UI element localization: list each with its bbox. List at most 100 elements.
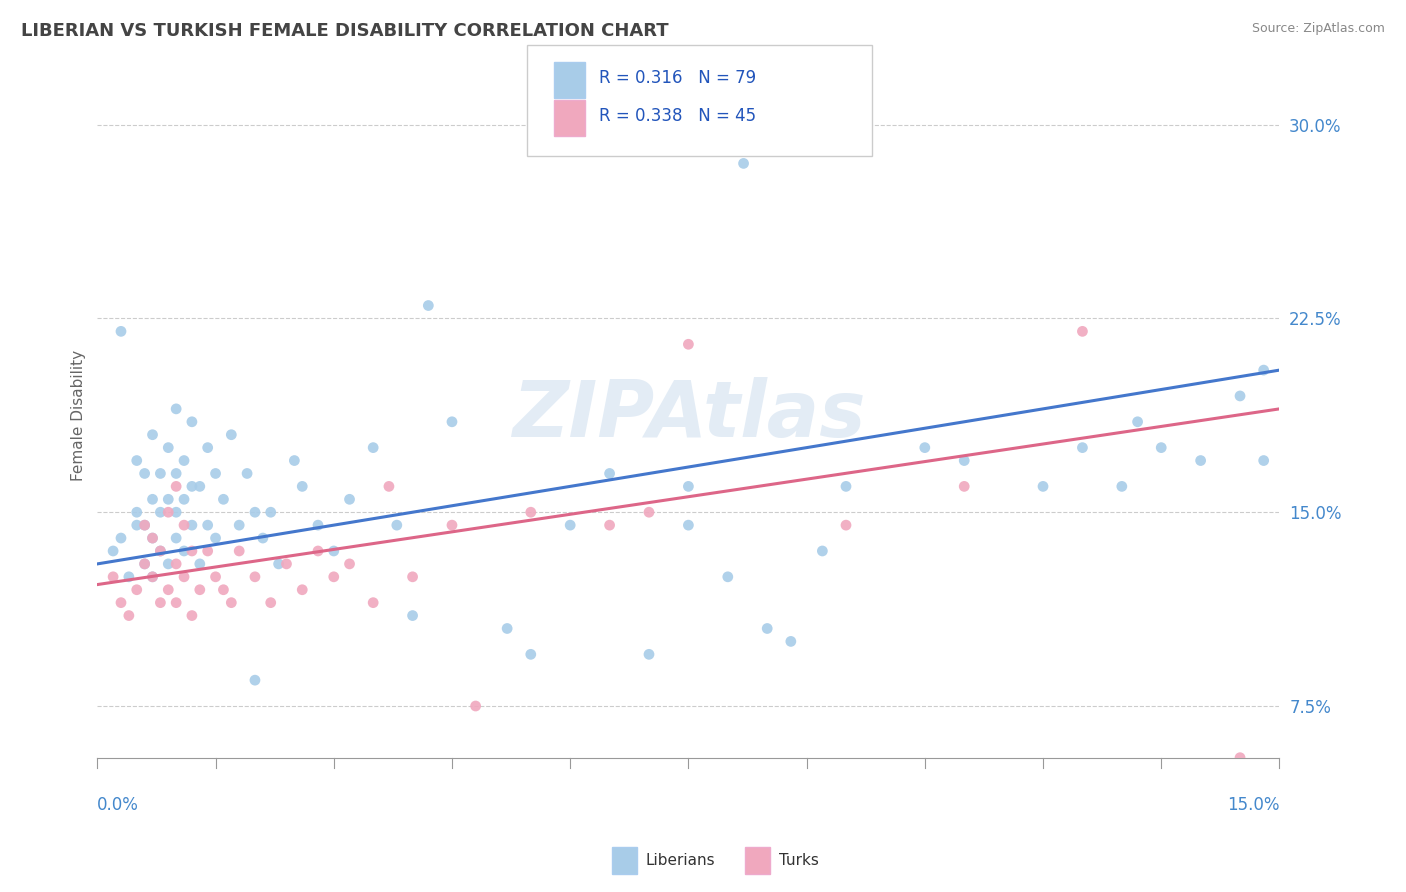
Point: [322, 570, 344, 584]
Point: [165, 505, 187, 519]
Text: 15.0%: 15.0%: [1227, 797, 1279, 814]
Point: [228, 518, 250, 533]
Point: [1150, 441, 1173, 455]
Point: [1032, 479, 1054, 493]
Point: [243, 673, 266, 688]
Point: [141, 427, 163, 442]
Point: [378, 479, 401, 493]
Point: [243, 570, 266, 584]
Point: [157, 441, 180, 455]
Point: [322, 544, 344, 558]
Point: [560, 518, 582, 533]
Point: [212, 582, 235, 597]
Text: 0.0%: 0.0%: [97, 797, 139, 814]
Point: [134, 557, 156, 571]
Point: [221, 596, 243, 610]
Point: [440, 415, 463, 429]
Point: [228, 544, 250, 558]
Point: [1229, 389, 1251, 403]
Point: [118, 608, 141, 623]
Point: [520, 648, 543, 662]
Point: [134, 557, 156, 571]
Text: LIBERIAN VS TURKISH FEMALE DISABILITY CORRELATION CHART: LIBERIAN VS TURKISH FEMALE DISABILITY CO…: [21, 22, 669, 40]
Point: [165, 557, 187, 571]
Point: [149, 544, 172, 558]
Point: [165, 467, 187, 481]
Point: [180, 479, 202, 493]
Point: [835, 518, 858, 533]
Point: [125, 518, 148, 533]
Text: Turks: Turks: [779, 854, 818, 868]
Point: [118, 570, 141, 584]
Point: [165, 531, 187, 545]
Point: [101, 570, 124, 584]
Point: [953, 453, 976, 467]
Point: [1126, 415, 1149, 429]
Point: [188, 582, 211, 597]
Y-axis label: Female Disability: Female Disability: [72, 350, 86, 481]
Point: [110, 596, 132, 610]
Point: [835, 479, 858, 493]
Point: [1229, 750, 1251, 764]
Point: [165, 479, 187, 493]
Point: [188, 557, 211, 571]
Point: [276, 557, 298, 571]
Point: [401, 570, 423, 584]
Point: [283, 453, 305, 467]
Point: [236, 467, 259, 481]
Point: [165, 596, 187, 610]
Point: [756, 622, 779, 636]
Point: [204, 531, 226, 545]
Point: [221, 427, 243, 442]
Point: [678, 479, 700, 493]
Point: [418, 299, 440, 313]
Point: [811, 544, 834, 558]
Point: [157, 492, 180, 507]
Point: [180, 544, 202, 558]
Point: [212, 492, 235, 507]
Text: ZIPAtlas: ZIPAtlas: [512, 377, 865, 453]
Point: [173, 492, 195, 507]
Text: Source: ZipAtlas.com: Source: ZipAtlas.com: [1251, 22, 1385, 36]
Point: [1071, 324, 1094, 338]
Point: [180, 518, 202, 533]
Point: [173, 453, 195, 467]
Point: [101, 544, 124, 558]
Point: [599, 518, 621, 533]
Point: [520, 505, 543, 519]
Point: [125, 582, 148, 597]
Text: Liberians: Liberians: [645, 854, 716, 868]
Point: [110, 531, 132, 545]
Point: [141, 570, 163, 584]
Point: [243, 505, 266, 519]
Point: [733, 156, 755, 170]
Text: R = 0.316   N = 79: R = 0.316 N = 79: [599, 70, 756, 87]
Point: [1189, 453, 1212, 467]
Point: [307, 544, 329, 558]
Point: [440, 518, 463, 533]
Point: [1071, 441, 1094, 455]
Point: [599, 467, 621, 481]
Point: [134, 467, 156, 481]
Point: [157, 505, 180, 519]
Point: [197, 518, 219, 533]
Point: [339, 557, 361, 571]
Point: [149, 505, 172, 519]
Point: [125, 505, 148, 519]
Point: [173, 570, 195, 584]
Point: [260, 505, 283, 519]
Point: [267, 557, 290, 571]
Point: [149, 596, 172, 610]
Point: [717, 570, 740, 584]
Point: [361, 596, 384, 610]
Point: [496, 622, 519, 636]
Point: [110, 324, 132, 338]
Point: [188, 479, 211, 493]
Point: [678, 337, 700, 351]
Point: [953, 479, 976, 493]
Point: [339, 492, 361, 507]
Point: [165, 401, 187, 416]
Point: [638, 505, 661, 519]
Point: [141, 531, 163, 545]
Point: [180, 608, 202, 623]
